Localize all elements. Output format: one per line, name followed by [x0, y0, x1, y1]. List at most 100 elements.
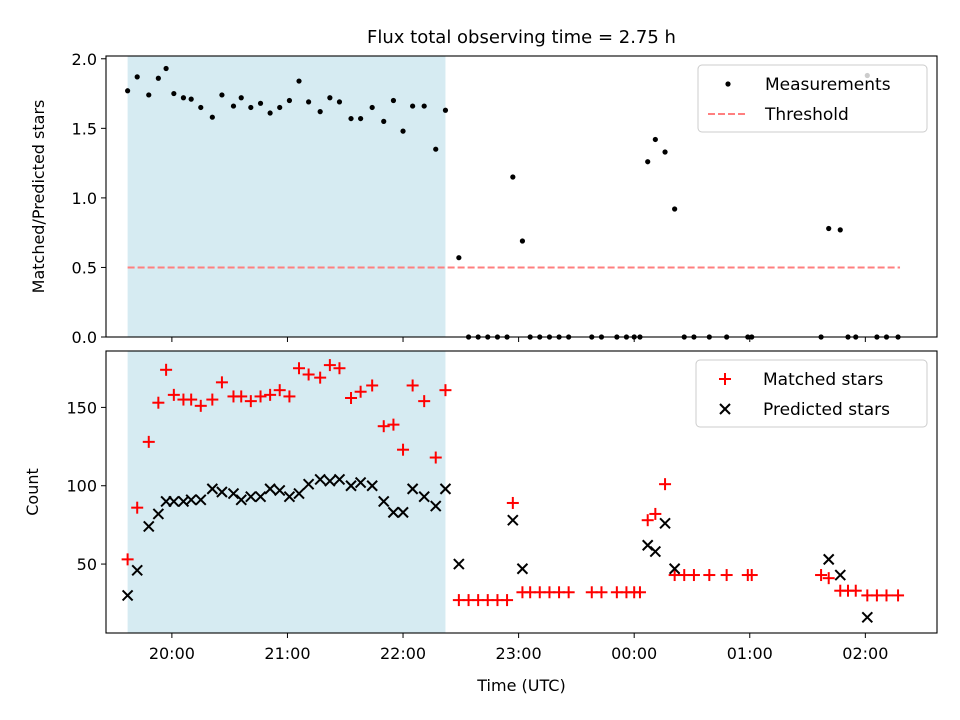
predicted-star-stroke: [314, 473, 326, 486]
predicted-star-point: [668, 563, 681, 575]
y-tick-label: 0.5: [72, 258, 97, 277]
top-panel-x-ticks: [171, 337, 866, 342]
matched-star-point: [345, 392, 358, 404]
measurement-point: [286, 97, 293, 104]
legend-matched-label: Matched stars: [763, 370, 883, 390]
measurement-point: [369, 104, 375, 111]
predicted-star-point: [430, 500, 442, 512]
matched-star-point: [333, 362, 346, 375]
x-tick-label: 21:00: [264, 644, 310, 663]
predicted-star-stroke: [143, 520, 155, 533]
x-tick-label: 22:00: [380, 644, 426, 663]
predicted-star-stroke: [235, 494, 247, 506]
predicted-star-point: [507, 514, 519, 526]
predicted-star-stroke: [453, 558, 465, 570]
predicted-star-stroke: [406, 483, 419, 495]
matched-star-point: [687, 569, 700, 582]
measurement-point: [180, 95, 187, 101]
x-tick-label: 01:00: [727, 644, 773, 663]
measurement-point: [358, 115, 364, 122]
predicted-star-stroke: [642, 539, 654, 551]
matched-star-point: [387, 418, 400, 431]
top-legend-frame: [697, 64, 928, 133]
predicted-star-stroke: [302, 478, 315, 490]
y-tick-label: 150: [66, 398, 97, 417]
predicted-star-stroke: [418, 490, 430, 503]
top-panel-frame: [105, 55, 938, 338]
predicted-star-point: [168, 495, 180, 508]
matched-star-point: [366, 379, 379, 392]
matched-star-point: [235, 390, 248, 403]
measurement-point: [198, 104, 204, 111]
predicted-star-point: [195, 494, 207, 506]
predicted-star-stroke: [185, 494, 197, 506]
matched-star-point: [314, 371, 327, 384]
predicted-star-stroke: [245, 490, 257, 503]
predicted-star-point: [387, 506, 400, 519]
panel-bottom-count: 50 100 150 20:00 21:00 22:00 23:00 00:00 01:00 0…: [23, 350, 938, 695]
predicted-star-point: [406, 483, 419, 495]
matched-star-point: [822, 572, 835, 585]
y-tick-label: 1.5: [72, 119, 97, 138]
measurement-point: [645, 159, 651, 165]
predicted-star-stroke: [378, 495, 390, 508]
predicted-star-point: [245, 490, 257, 503]
predicted-star-stroke: [293, 487, 305, 500]
measurement-point: [421, 103, 427, 109]
matched-star-point: [302, 368, 315, 381]
predicted-star-point: [516, 563, 529, 575]
matched-star-point: [194, 399, 207, 412]
measurement-point: [400, 128, 406, 134]
predicted-star-stroke: [345, 480, 357, 492]
measurement-point: [652, 136, 658, 143]
bottom-panel-x-ticks: 20:00 21:00 22:00 23:00 00:00 01:00 02:00: [149, 633, 888, 663]
bottom-legend-frame: [695, 359, 928, 428]
predicted-star-stroke: [131, 564, 143, 577]
predicted-star-point: [314, 473, 326, 486]
measurement-point: [171, 90, 177, 97]
predicted-star-stroke: [227, 487, 240, 500]
predicted-star-stroke: [649, 545, 662, 558]
predicted-star-point: [264, 483, 276, 495]
measurement-point: [519, 238, 526, 244]
predicted-star-stroke: [177, 495, 190, 508]
predicted-star-point: [206, 483, 219, 495]
matched-star-point: [293, 362, 306, 375]
matched-star-point: [283, 390, 296, 403]
matched-star-point: [506, 496, 519, 509]
matched-star-point: [206, 393, 219, 406]
predicted-star-point: [235, 494, 247, 506]
predicted-star-point: [333, 473, 346, 486]
predicted-star-point: [121, 589, 134, 602]
matched-star-point: [633, 586, 646, 599]
y-tick-label: 50: [77, 555, 97, 574]
bottom-panel-y-ticks: 50 100 150: [66, 398, 106, 574]
predicted-star-stroke: [324, 475, 336, 487]
predicted-star-point: [366, 480, 378, 492]
y-tick-label: 100: [66, 477, 97, 496]
predicted-star-point: [354, 476, 367, 489]
measurement-point: [248, 104, 254, 111]
predicted-star-point: [418, 490, 430, 503]
x-tick-label: 00:00: [611, 644, 657, 663]
predicted-star-stroke: [121, 589, 134, 602]
bottom-panel-y-axis-label: Count: [23, 468, 42, 516]
predicted-star-point: [131, 564, 143, 577]
measurement-point: [672, 206, 678, 212]
measurement-point: [390, 97, 397, 104]
measurement-point: [155, 75, 161, 81]
measurement-point: [381, 118, 387, 124]
measurement-point: [277, 104, 283, 111]
predicted-star-stroke: [668, 563, 681, 575]
matched-star-point: [849, 584, 862, 597]
matched-star-point: [185, 393, 198, 406]
predicted-star-stroke: [195, 494, 207, 506]
legend-measurements-label: Measurements: [765, 75, 891, 95]
predicted-star-point: [397, 506, 409, 519]
x-tick-label: 20:00: [149, 644, 195, 663]
predicted-star-stroke: [333, 473, 346, 486]
y-tick-label: 0.0: [72, 328, 97, 347]
predicted-star-stroke: [516, 563, 529, 575]
predicted-star-stroke: [397, 506, 409, 519]
